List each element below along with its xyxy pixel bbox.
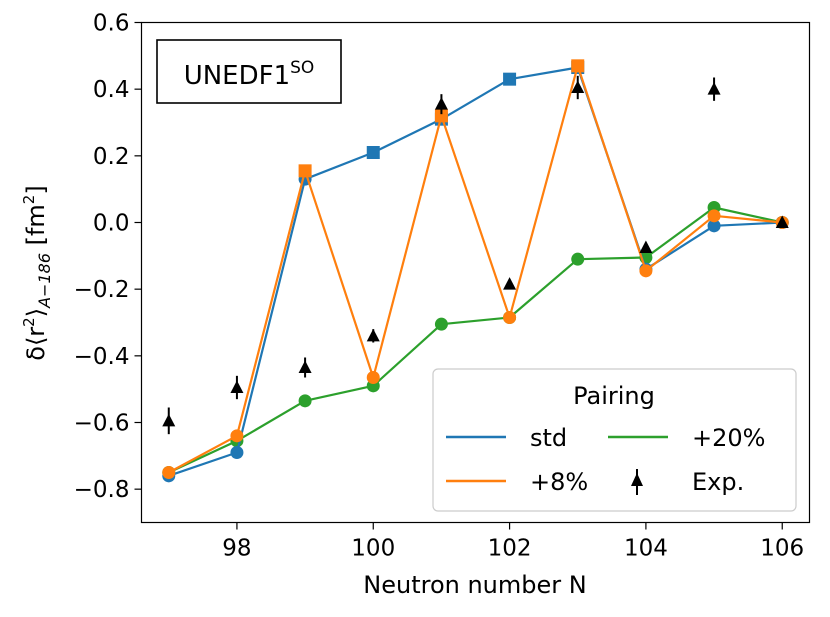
ylabel-unit: [fm xyxy=(22,204,50,253)
data-point-circle xyxy=(707,219,721,233)
data-point-square xyxy=(298,164,312,178)
x-tick-label: 98 xyxy=(222,536,251,562)
data-point-circle xyxy=(298,394,312,408)
legend-title: Pairing xyxy=(573,382,655,410)
data-point-circle xyxy=(230,429,244,443)
annotation-text: UNEDF1SO xyxy=(184,58,315,91)
data-point-square xyxy=(571,59,585,73)
y-tick-label: −0.4 xyxy=(74,344,130,370)
annotation-main: UNEDF1 xyxy=(184,61,290,91)
annotation-superscript: SO xyxy=(290,58,314,78)
exp-marker xyxy=(162,413,176,427)
data-point-square xyxy=(434,109,448,123)
data-series xyxy=(162,59,789,483)
y-tick-label: −0.2 xyxy=(74,277,130,303)
series-line xyxy=(168,66,783,477)
ylabel-sq: 2 xyxy=(20,317,38,327)
experiment-group xyxy=(162,75,789,435)
ylabel-close: ⟩ xyxy=(22,308,50,317)
y-tick-label: 0.4 xyxy=(93,77,130,103)
data-point-circle xyxy=(434,317,448,331)
x-tick-label: 104 xyxy=(624,536,668,562)
y-tick-label: 0.6 xyxy=(93,11,130,37)
ylabel-unit-close: ] xyxy=(22,185,50,194)
data-point-circle xyxy=(639,264,653,278)
exp-marker xyxy=(707,82,721,95)
annotation-frame xyxy=(156,39,342,104)
series-8-group xyxy=(162,59,789,479)
exp-marker xyxy=(775,215,789,228)
exp-marker xyxy=(230,380,244,393)
y-tick-label: 0.2 xyxy=(93,144,130,170)
x-tick-label: 100 xyxy=(351,536,395,562)
data-point-circle xyxy=(571,252,585,266)
x-tick-label: 106 xyxy=(760,536,804,562)
y-tick-label: 0.0 xyxy=(93,211,130,237)
exp-marker xyxy=(571,80,585,93)
exp-marker xyxy=(298,360,312,373)
data-point-circle xyxy=(503,311,517,324)
exp-marker xyxy=(639,240,653,253)
axis-ticks: 98 100 102 104 106 −0.8 −0.6 −0.4 −0.2 0.0 0.2 0.4 0… xyxy=(74,11,805,562)
y-tick-label: −0.6 xyxy=(74,411,130,437)
exp-marker xyxy=(366,328,380,342)
legend-plus8-label: +8% xyxy=(530,468,588,496)
data-point-circle xyxy=(230,446,244,459)
legend: Pairing std +20% +8% Exp. xyxy=(432,368,797,512)
legend-std-label: std xyxy=(530,424,567,452)
data-point-circle xyxy=(707,209,721,223)
y-tick-label: −0.8 xyxy=(74,477,130,503)
ylabel-delta: δ⟨r xyxy=(22,327,50,361)
x-tick-label: 102 xyxy=(488,536,532,562)
legend-plus20-label: +20% xyxy=(692,424,765,452)
data-point-square xyxy=(366,146,380,159)
data-point-circle xyxy=(366,371,380,384)
annotation-box: UNEDF1SO xyxy=(156,39,342,104)
legend-exp-marker xyxy=(631,469,643,495)
legend-frame xyxy=(432,368,797,512)
ylabel-sub: A−186 xyxy=(35,253,54,309)
data-point-circle xyxy=(162,466,176,479)
exp-marker xyxy=(503,277,517,290)
legend-exp-label: Exp. xyxy=(692,468,744,496)
series-line xyxy=(168,206,783,474)
exp-marker xyxy=(434,97,448,110)
ylabel-unit-sq: 2 xyxy=(20,195,38,205)
plot-frame xyxy=(140,21,811,524)
series-line xyxy=(168,64,783,474)
x-axis-title: Neutron number N xyxy=(363,571,586,599)
y-axis-title: δ⟨r2⟩A−186 [fm2] xyxy=(20,185,54,360)
data-point-square xyxy=(503,72,517,86)
